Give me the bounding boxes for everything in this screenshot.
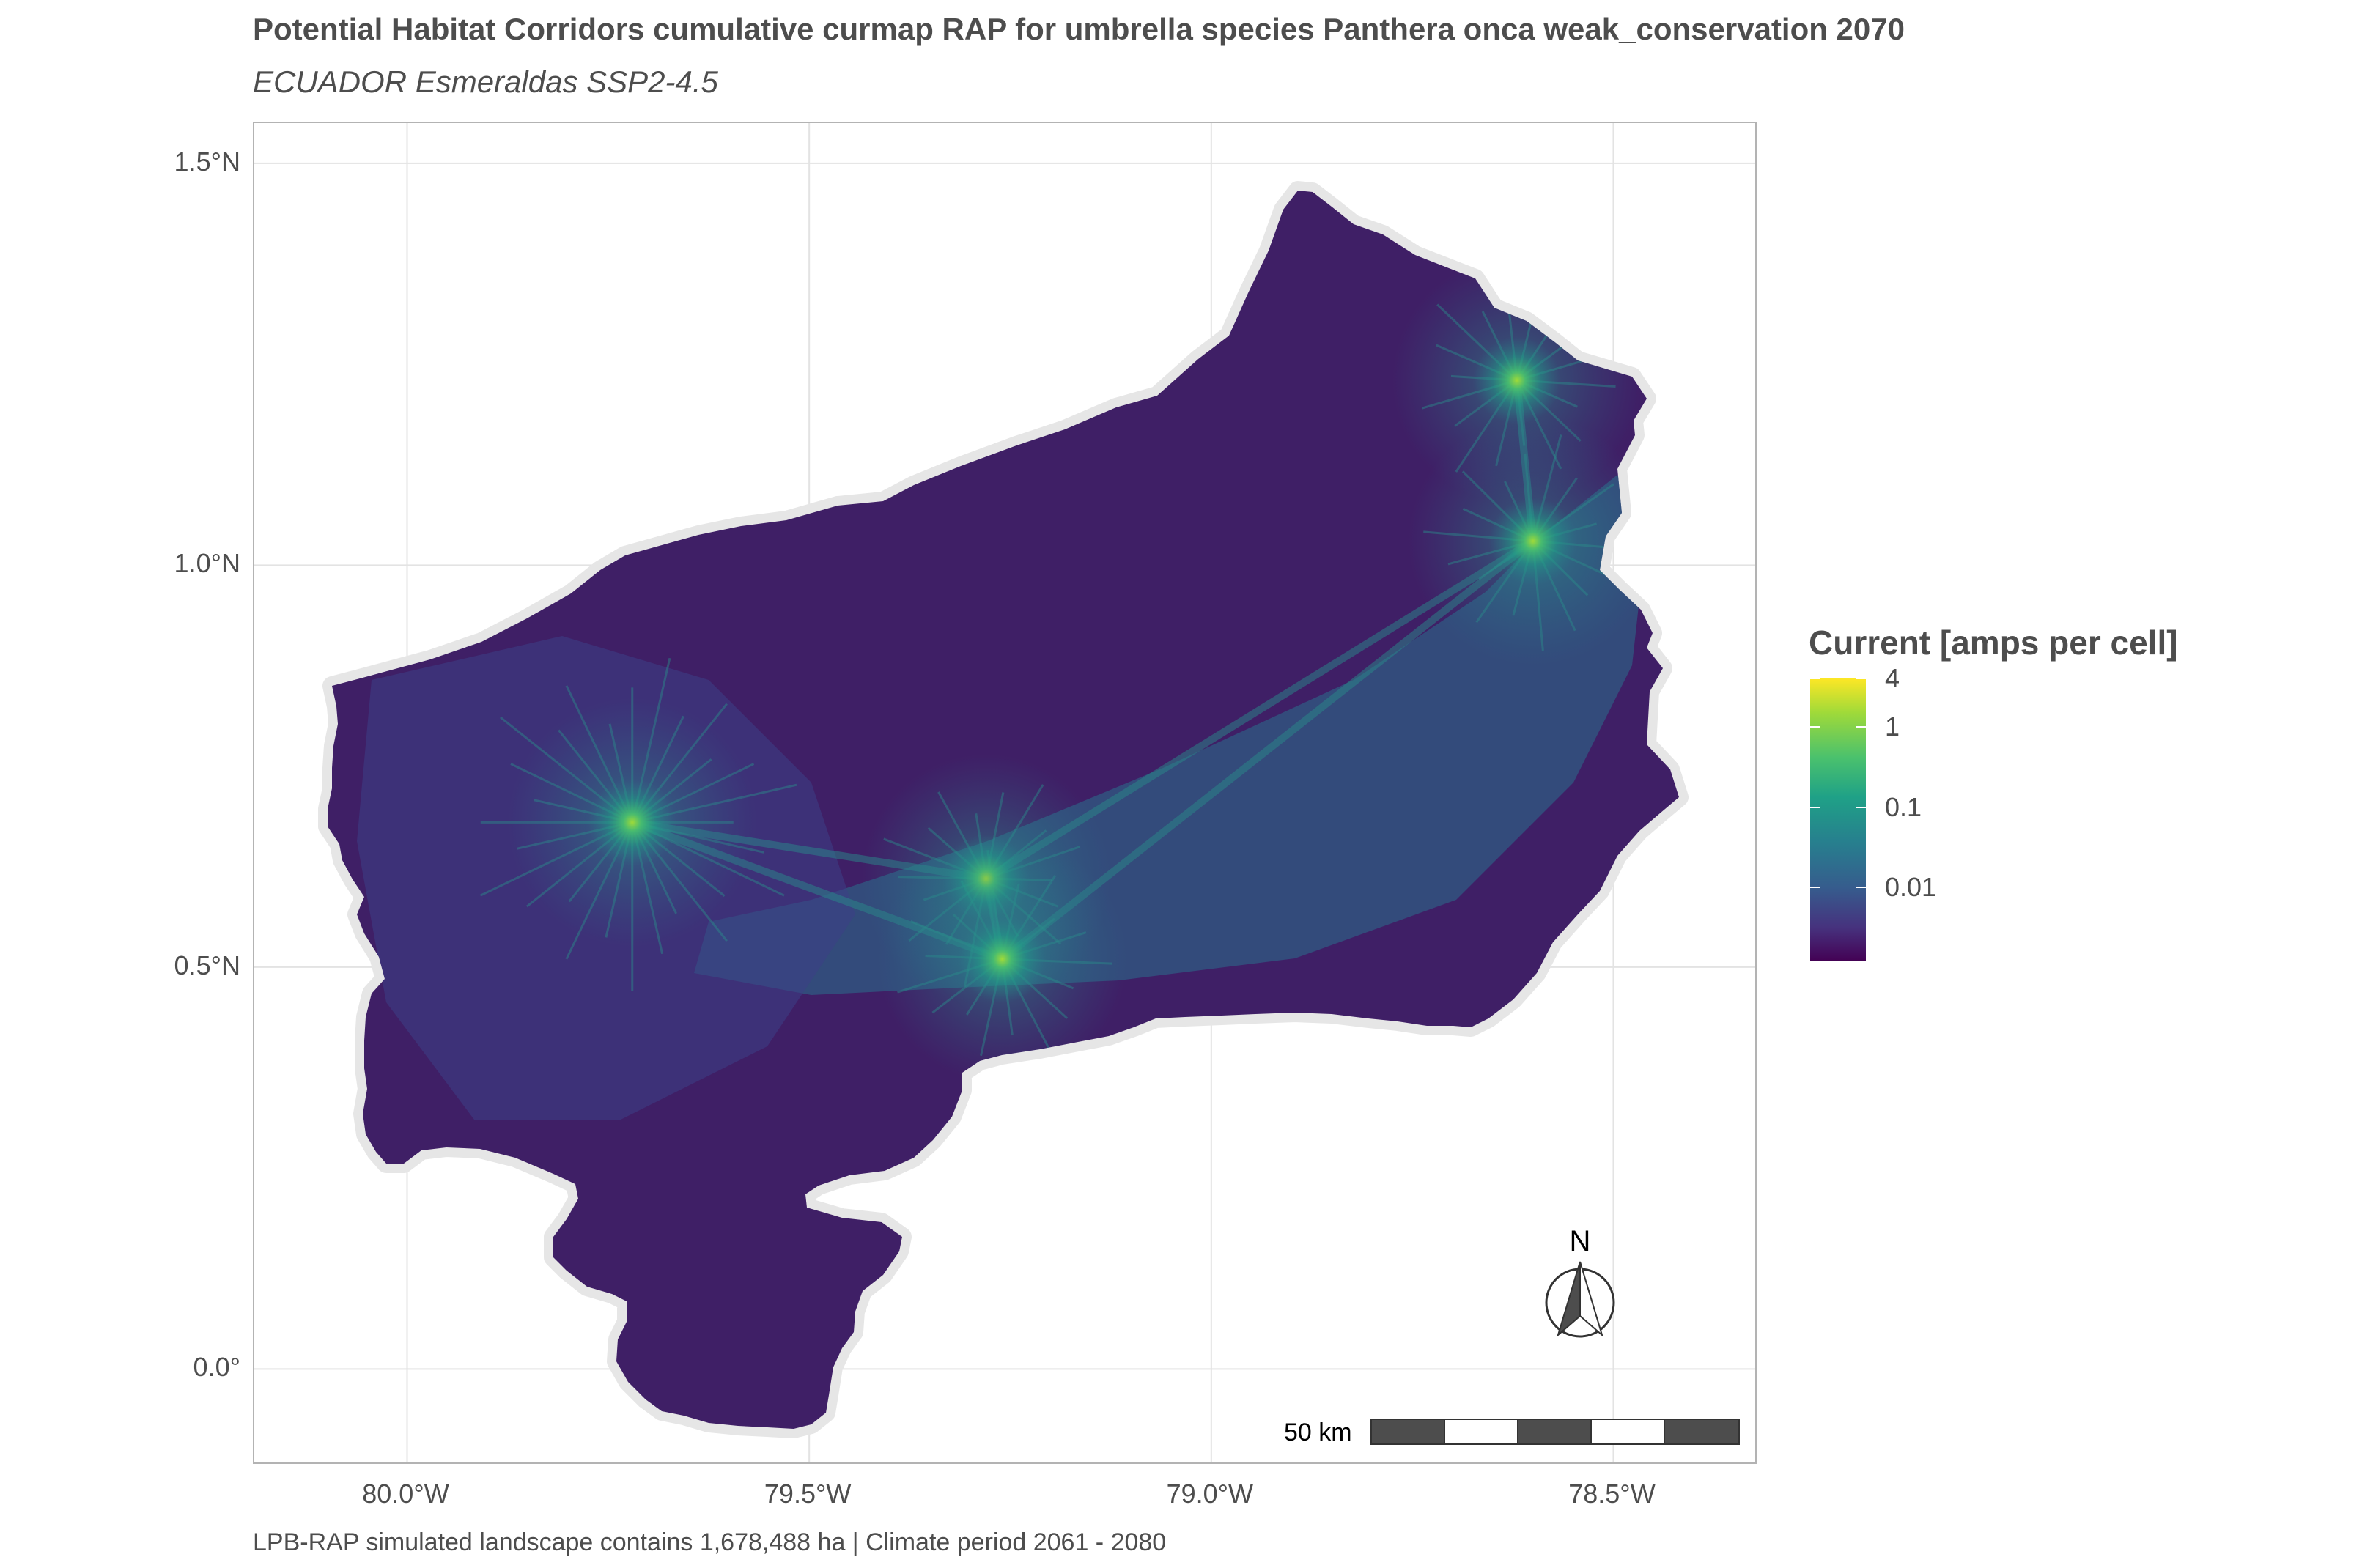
north-arrow-label: N — [1569, 1225, 1591, 1257]
x-tick-label: 80.0°W — [362, 1479, 449, 1509]
legend-label: 1 — [1885, 711, 1900, 742]
north-arrow-icon — [1545, 1261, 1615, 1338]
scale-bar-segment — [1445, 1420, 1518, 1443]
hotspot-4 — [1488, 497, 1577, 585]
y-tick-label: 0.5°N — [174, 950, 240, 980]
legend-label: 0.1 — [1885, 791, 1922, 822]
legend-colorbar — [1810, 678, 1866, 961]
map-caption: LPB-RAP simulated landscape contains 1,6… — [253, 1528, 1167, 1556]
scale-bar-segment — [1372, 1420, 1445, 1443]
esmeraldas-raster — [318, 181, 1689, 1438]
scale-bar — [1370, 1419, 1740, 1445]
legend-label: 4 — [1885, 663, 1900, 693]
legend-label: 0.01 — [1885, 872, 1937, 903]
scale-bar-segment — [1518, 1420, 1592, 1443]
y-tick-label: 1.5°N — [174, 146, 240, 177]
map-panel — [253, 122, 1757, 1464]
map-canvas — [254, 123, 1755, 1462]
scale-bar-segment — [1665, 1420, 1738, 1443]
hotspot-2 — [958, 914, 1047, 1003]
x-tick-label: 78.5°W — [1568, 1479, 1656, 1509]
scale-bar-label: 50 km — [1284, 1419, 1352, 1446]
x-tick-label: 79.5°W — [764, 1479, 852, 1509]
hotspot-0 — [588, 778, 676, 867]
map-title: Potential Habitat Corridors cumulative c… — [253, 12, 1905, 46]
y-tick-label: 0.0° — [193, 1352, 240, 1383]
hotspot-3 — [1472, 336, 1561, 425]
legend-title: Current [amps per cell] — [1809, 624, 2178, 662]
scale-bar-segment — [1592, 1420, 1665, 1443]
map-subtitle: ECUADOR Esmeraldas SSP2-4.5 — [253, 64, 718, 99]
y-tick-label: 1.0°N — [174, 548, 240, 579]
x-tick-label: 79.0°W — [1166, 1479, 1254, 1509]
